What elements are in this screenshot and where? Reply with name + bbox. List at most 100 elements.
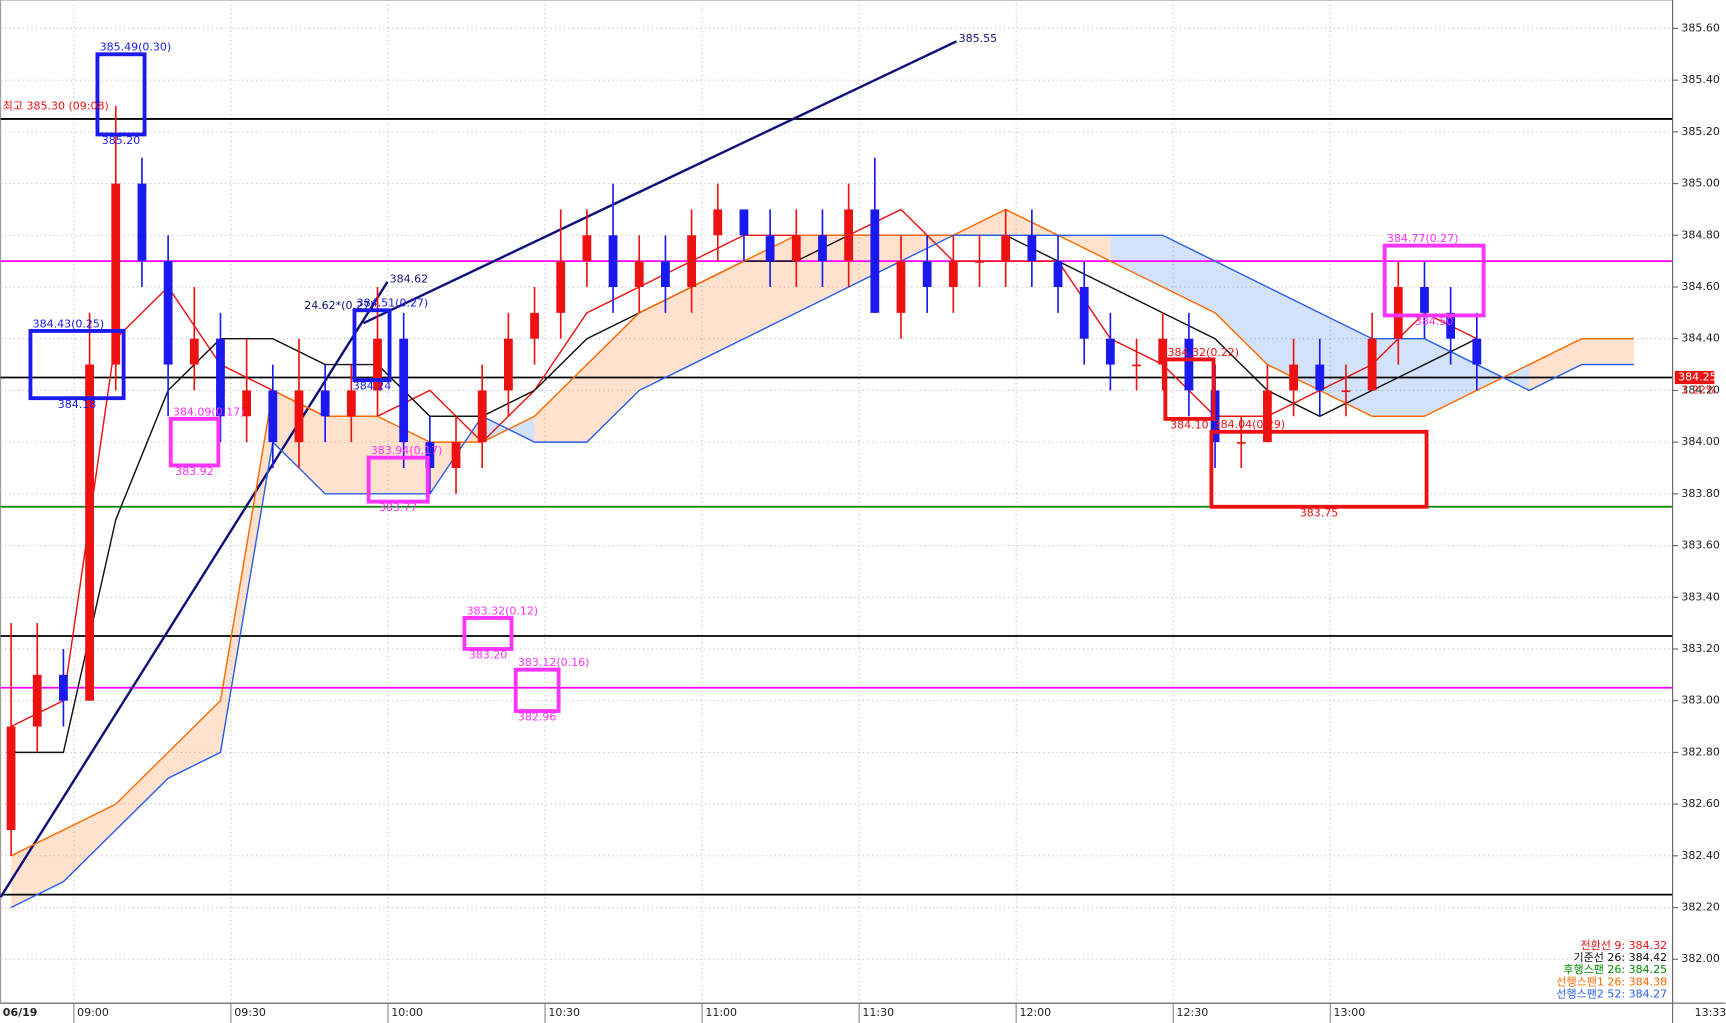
candle-body bbox=[6, 726, 16, 830]
cloud-segment bbox=[63, 804, 116, 882]
candle-body bbox=[1027, 235, 1037, 262]
cloud-segment bbox=[115, 752, 169, 830]
annotation-bottom-label: 384.24 bbox=[353, 380, 392, 393]
annotation-top-label: 384.04(0.29) bbox=[1214, 418, 1286, 431]
candle-body bbox=[503, 338, 513, 391]
candle-body bbox=[687, 235, 696, 287]
candle-body bbox=[477, 390, 487, 443]
y-tick-label: 382.80 bbox=[1681, 745, 1720, 758]
candle-body bbox=[1420, 286, 1429, 313]
x-tick-label: 10:00 bbox=[391, 1006, 423, 1019]
trend-label: 384.62 bbox=[390, 273, 429, 286]
y-tick-label: 385.60 bbox=[1681, 21, 1720, 34]
annotation-box bbox=[1209, 429, 1429, 509]
legend-entry: 전환선 9: 384.32 bbox=[1581, 939, 1668, 952]
candle-body bbox=[111, 183, 121, 365]
candle-body bbox=[320, 390, 330, 417]
candle-body bbox=[870, 209, 880, 313]
candle-body bbox=[294, 390, 304, 443]
candle-body bbox=[530, 312, 539, 339]
candles bbox=[6, 106, 1482, 856]
y-tick-label: 383.80 bbox=[1681, 487, 1720, 500]
y-tick-label: 384.60 bbox=[1681, 280, 1720, 293]
candle-body bbox=[1001, 235, 1011, 262]
x-tick-label: 09:00 bbox=[77, 1006, 109, 1019]
trend-label: 385.55 bbox=[959, 32, 998, 45]
candle-body bbox=[189, 338, 199, 365]
annotation-top-label: 383.94(0.17) bbox=[371, 444, 443, 457]
candle-body bbox=[1341, 390, 1351, 393]
candle-body bbox=[922, 261, 932, 287]
candle-body bbox=[216, 338, 225, 417]
annotation-bottom-label: 383.75 bbox=[1300, 506, 1339, 519]
axes: 382.00 382.20 382.40 382.60 382.80 383.00 383.… bbox=[73, 21, 1720, 1023]
x-tick-label: 09:30 bbox=[234, 1006, 266, 1019]
candle-body bbox=[634, 261, 644, 287]
candle-body bbox=[399, 338, 409, 443]
date-label: 06/19 bbox=[3, 1006, 38, 1019]
trend-note: 24.62*(0.27) bbox=[304, 299, 374, 312]
high-note: 최고 385.30 (09:08) bbox=[3, 100, 109, 113]
candle-body bbox=[1263, 390, 1272, 443]
y-tick-label: 382.00 bbox=[1681, 952, 1720, 965]
annotation-bottom-label: 383.92 bbox=[175, 465, 214, 478]
candle-body bbox=[346, 390, 356, 417]
y-tick-label: 385.00 bbox=[1681, 177, 1720, 190]
cloud-segment bbox=[1581, 338, 1634, 365]
annotation-box bbox=[1163, 357, 1216, 421]
annotation-bottom-label: 384.50 bbox=[1415, 315, 1454, 328]
annotation-bottom-label: 384.18 bbox=[58, 398, 97, 411]
annotation-top-label: 384.32(0.22) bbox=[1168, 346, 1240, 359]
candle-body bbox=[1236, 442, 1246, 444]
legend-entry: 선행스팬1 26: 384.38 bbox=[1556, 975, 1667, 988]
annotation-top-label: 385.49(0.30) bbox=[100, 41, 172, 54]
x-tick-label: 13:00 bbox=[1334, 1006, 1366, 1019]
candle-body bbox=[1184, 338, 1194, 391]
change-label: 1.22% bbox=[1681, 384, 1716, 397]
annotation-bottom-label: 383.20 bbox=[469, 649, 508, 662]
annotation-box bbox=[168, 416, 221, 468]
y-tick-label: 383.00 bbox=[1681, 694, 1720, 707]
last-price-label: 384.25 bbox=[1678, 370, 1717, 383]
current-time-label: 13:33 bbox=[1695, 1006, 1726, 1019]
annotation-bottom-label: 383.77 bbox=[379, 501, 418, 514]
x-tick-label: 10:30 bbox=[548, 1006, 580, 1019]
candle-body bbox=[425, 442, 435, 468]
cloud-segment bbox=[639, 286, 692, 391]
candle-body bbox=[1132, 364, 1141, 367]
candle-body bbox=[713, 209, 723, 236]
y-tick-label: 382.40 bbox=[1681, 849, 1720, 862]
candle-body bbox=[137, 183, 147, 262]
hlines: 384.62 385.55 bbox=[0, 32, 1673, 898]
annotation-top-label: 384.77(0.27) bbox=[1387, 232, 1459, 245]
grid bbox=[0, 0, 1673, 1004]
trend-line bbox=[362, 40, 957, 325]
annotation-top-label: 384.51(0.27) bbox=[357, 297, 429, 310]
candle-body bbox=[975, 261, 984, 263]
y-tick-label: 382.60 bbox=[1681, 797, 1720, 810]
x-tick-label: 11:00 bbox=[705, 1006, 737, 1019]
candle-body bbox=[268, 390, 278, 443]
indicator-line bbox=[10, 234, 1634, 909]
annotation-box bbox=[95, 52, 147, 137]
candle-body bbox=[1289, 364, 1298, 391]
cloud-segment bbox=[325, 416, 378, 494]
cloud-segment bbox=[220, 390, 273, 753]
annotation-top-label: 384.43(0.25) bbox=[33, 317, 105, 330]
cloud-segment bbox=[1215, 261, 1268, 365]
candle-body bbox=[1105, 338, 1115, 365]
candle-body bbox=[1079, 286, 1089, 339]
annotation-box bbox=[1382, 243, 1486, 318]
annotations: 385.49(0.30) 385.20 384.43(0.25) 384.18 384.… bbox=[28, 41, 1486, 724]
y-tick-label: 384.80 bbox=[1681, 228, 1720, 241]
x-tick-label: 12:00 bbox=[1019, 1006, 1051, 1019]
annotation-box bbox=[28, 329, 126, 401]
candle-body bbox=[451, 442, 461, 468]
candle-body bbox=[948, 261, 958, 287]
candle-body bbox=[608, 235, 618, 287]
candle-body bbox=[791, 235, 801, 262]
annotation-box bbox=[513, 667, 561, 713]
candle-body bbox=[59, 674, 68, 701]
